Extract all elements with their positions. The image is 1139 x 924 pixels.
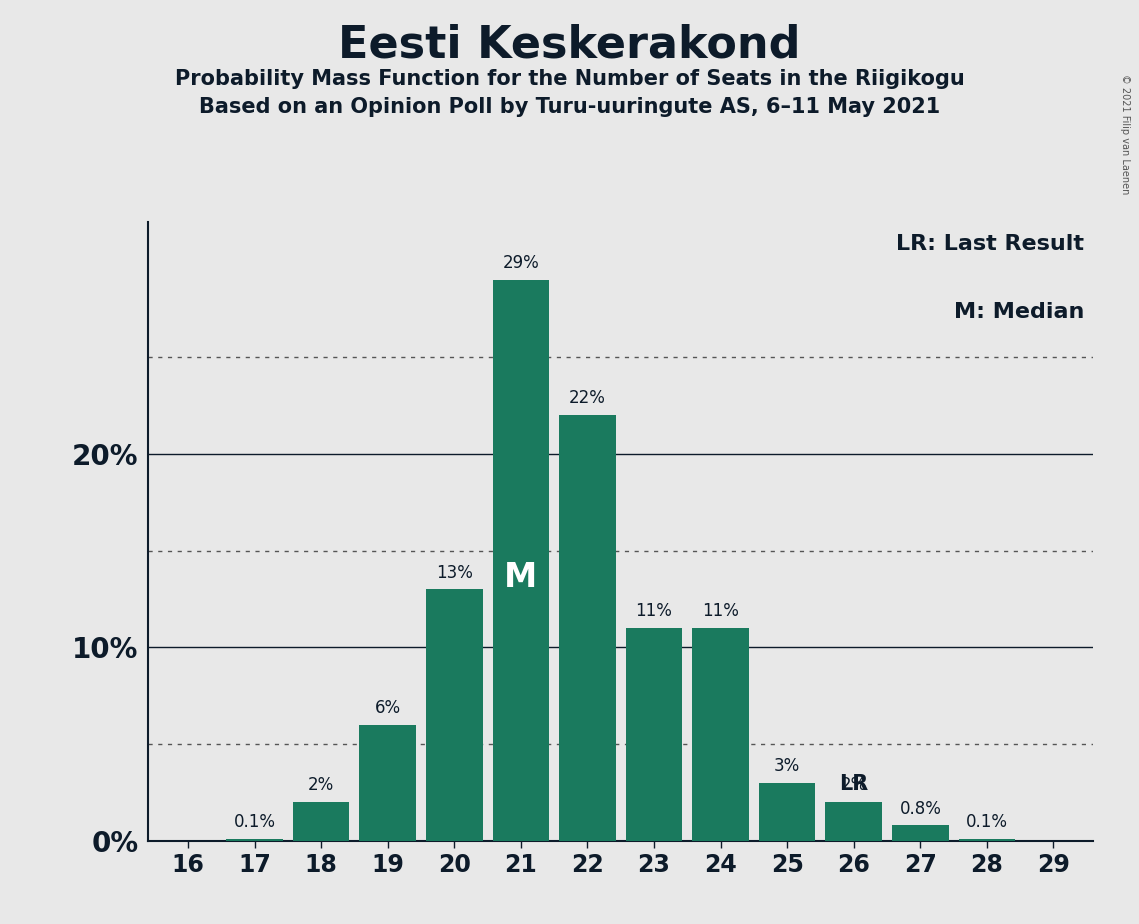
Bar — [693, 628, 749, 841]
Text: 22%: 22% — [570, 390, 606, 407]
Text: Based on an Opinion Poll by Turu-uuringute AS, 6–11 May 2021: Based on an Opinion Poll by Turu-uuringu… — [199, 97, 940, 117]
Text: © 2021 Filip van Laenen: © 2021 Filip van Laenen — [1120, 74, 1130, 194]
Text: 11%: 11% — [702, 602, 739, 620]
Bar — [826, 802, 882, 841]
Bar — [625, 628, 682, 841]
Text: 2%: 2% — [308, 776, 334, 795]
Text: Eesti Keskerakond: Eesti Keskerakond — [338, 23, 801, 67]
Text: 3%: 3% — [775, 757, 801, 775]
Text: 2%: 2% — [841, 776, 867, 795]
Text: LR: LR — [839, 774, 868, 795]
Text: 13%: 13% — [436, 564, 473, 581]
Text: M: Median: M: Median — [953, 302, 1084, 322]
Text: Probability Mass Function for the Number of Seats in the Riigikogu: Probability Mass Function for the Number… — [174, 69, 965, 90]
Bar — [759, 783, 816, 841]
Text: 11%: 11% — [636, 602, 672, 620]
Text: M: M — [505, 561, 538, 593]
Text: LR: Last Result: LR: Last Result — [896, 234, 1084, 254]
Bar — [293, 802, 350, 841]
Text: 0.8%: 0.8% — [900, 799, 941, 818]
Text: 6%: 6% — [375, 699, 401, 717]
Bar — [227, 839, 282, 841]
Bar — [892, 825, 949, 841]
Bar — [559, 415, 616, 841]
Bar — [492, 280, 549, 841]
Bar — [959, 839, 1015, 841]
Bar — [426, 590, 483, 841]
Text: 0.1%: 0.1% — [966, 813, 1008, 832]
Bar — [360, 724, 416, 841]
Text: 29%: 29% — [502, 254, 539, 272]
Text: 0.1%: 0.1% — [233, 813, 276, 832]
